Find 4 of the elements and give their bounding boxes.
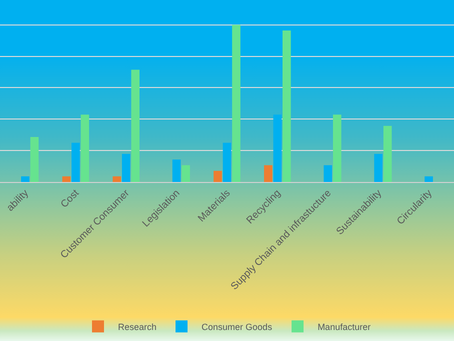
legend-label: Research (118, 322, 157, 332)
legend-label: Manufacturer (318, 322, 371, 332)
x-tick-label: Cost (59, 188, 82, 210)
legend-label: Consumer Goods (202, 322, 273, 332)
